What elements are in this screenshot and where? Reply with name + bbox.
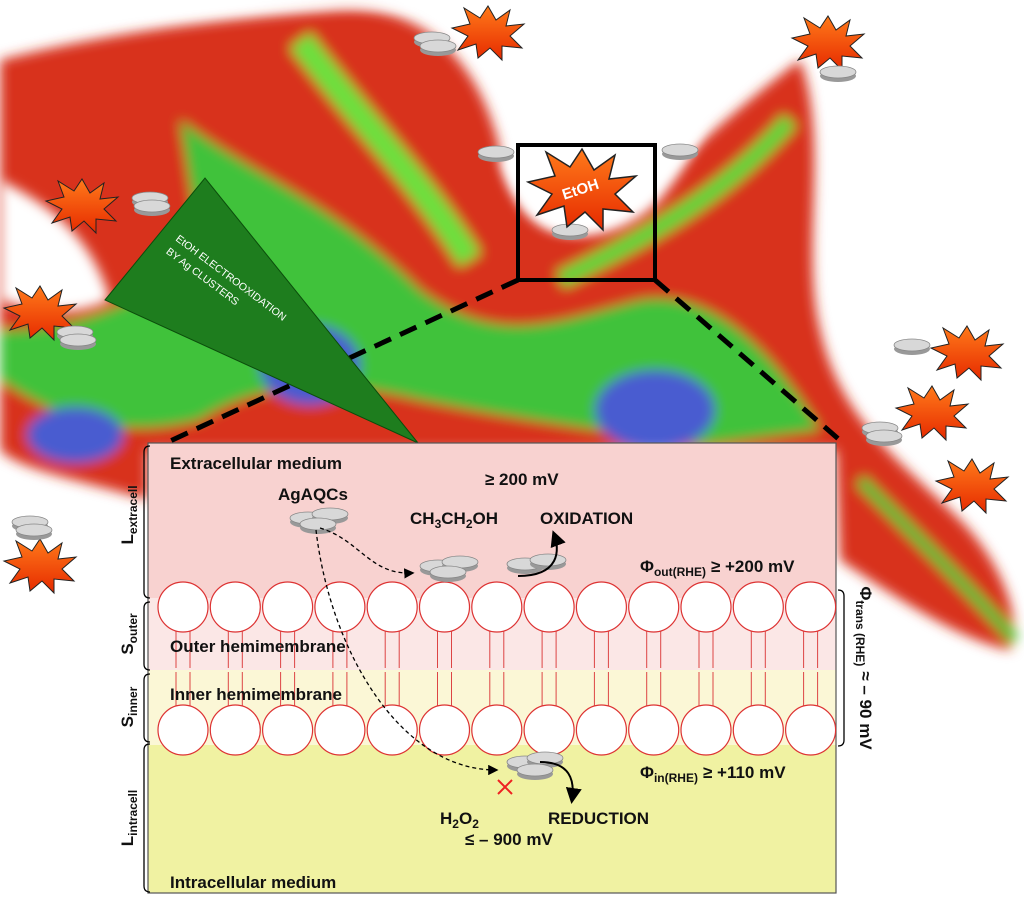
lipid-head: [314, 704, 366, 756]
value: ≥ +200 mV: [711, 557, 795, 576]
layer-label: Sinner: [118, 686, 140, 727]
reduction-label: REDUCTION: [548, 809, 649, 828]
dashed-guide: [166, 277, 520, 445]
formula-part: H: [440, 809, 452, 828]
lipid-head: [575, 704, 628, 756]
lipid-head: [366, 704, 418, 756]
symbol: S: [118, 716, 137, 727]
brackets: [143, 445, 845, 893]
region-label: Inner hemimembrane: [170, 685, 342, 704]
lipid-head: [314, 581, 366, 633]
formula-part: O: [459, 809, 472, 828]
transport-arrow: [319, 527, 415, 579]
lipid-head: [262, 704, 314, 756]
region-label: Intracellular medium: [170, 873, 336, 892]
layer-label: Lintracell: [118, 790, 140, 846]
subscript: intracell: [126, 790, 140, 836]
clusters-label: AgAQCs: [278, 485, 348, 504]
lipid-head: [471, 704, 523, 756]
value: ≥ +110 mV: [703, 763, 786, 782]
lipid-head: [784, 581, 837, 633]
transport-arrow: [315, 529, 499, 776]
lipid-head: [418, 704, 471, 756]
lipid-head: [262, 581, 314, 633]
oxidation-label: OXIDATION: [540, 509, 633, 528]
subscript: trans (RHE): [853, 600, 867, 666]
formula: H2O2: [440, 809, 479, 831]
subscript: extracell: [126, 485, 140, 534]
lipid-head: [523, 704, 575, 756]
subscript: outer: [126, 613, 140, 643]
lipid-head: [366, 581, 418, 633]
lipid-head: [209, 704, 261, 756]
potential: ≤ – 900 mV: [465, 830, 553, 849]
symbol: Φ: [640, 763, 654, 782]
lipid-head: [575, 581, 628, 633]
dashed-guide: [653, 278, 844, 444]
symbol: L: [118, 836, 137, 846]
lipid-head: [628, 581, 680, 633]
symbol: L: [118, 534, 137, 544]
formula-part: CH: [441, 509, 466, 528]
layer-label: Lextracell: [118, 485, 140, 544]
region-label: Extracellular medium: [170, 454, 342, 473]
lipid-head: [157, 581, 209, 633]
lipid-head: [680, 704, 732, 756]
formula-part: 3: [435, 517, 442, 531]
formula-part: 2: [472, 817, 479, 831]
lipid-head: [418, 581, 471, 633]
region-label: Outer hemimembrane: [170, 637, 346, 656]
formula-part: OH: [473, 509, 499, 528]
symbol: Φ: [856, 586, 875, 600]
lipid-head: [523, 581, 575, 633]
symbol: Φ: [640, 557, 654, 576]
phi-out: Φout(RHE) ≥ +200 mV: [640, 557, 795, 579]
zoom-box: [516, 143, 657, 282]
phi-trans: Φtrans (RHE) ≈ – 90 mV: [853, 586, 875, 750]
lipid-head: [157, 704, 209, 756]
layer-label: Souter: [118, 613, 140, 655]
lipid-head: [732, 581, 784, 633]
reduction-arrow: [539, 761, 582, 804]
phi-in: Φin(RHE) ≥ +110 mV: [640, 763, 786, 785]
blocked-mark: [497, 779, 513, 795]
lipid-head: [732, 704, 784, 756]
lipid-head: [209, 581, 261, 633]
subscript: out(RHE): [654, 565, 706, 579]
symbol: S: [118, 643, 137, 654]
callout-triangle: [104, 177, 419, 444]
lipid-head: [784, 704, 837, 756]
potential: ≥ 200 mV: [485, 470, 559, 489]
formula-part: 2: [452, 817, 459, 831]
formula: CH3CH2OH: [410, 509, 498, 531]
formula-part: 2: [466, 517, 473, 531]
membrane-panel: [147, 442, 837, 894]
lipid-head: [628, 704, 680, 756]
oxidation-arrow: [517, 530, 566, 577]
lipid-head: [680, 581, 732, 633]
formula-part: CH: [410, 509, 435, 528]
subscript: inner: [126, 686, 140, 716]
value: ≈ – 90 mV: [856, 671, 875, 750]
lipid-head: [471, 581, 523, 633]
subscript: in(RHE): [654, 771, 698, 785]
